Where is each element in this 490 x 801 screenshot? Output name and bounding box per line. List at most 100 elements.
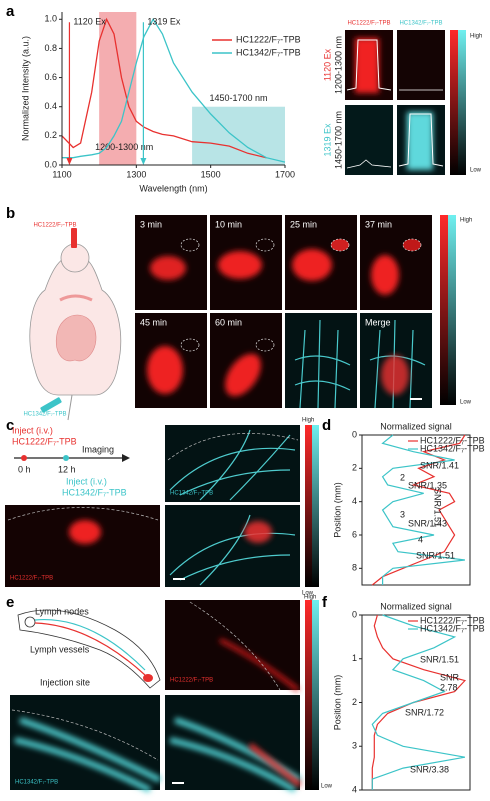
timeline-label: 12 h (58, 464, 76, 474)
excitation-label: 1120 Ex (73, 17, 106, 27)
diagram-label: Injection site (40, 677, 90, 687)
band (192, 106, 285, 165)
x-tick-label: 1100 (52, 169, 71, 179)
panel-label: e (6, 594, 14, 611)
legend-label: HC1342/F₇-TPB (236, 47, 301, 57)
frame-label: Merge (365, 317, 391, 327)
column-label: HC1222/F₇-TPB (347, 21, 390, 27)
frame-label: 37 min (365, 219, 392, 229)
mouse-label: HC1222/F₇-TPB (33, 223, 76, 229)
frame-label: 3 min (140, 219, 162, 229)
annotation: SNR/1.41 (420, 460, 459, 470)
y-tick-label: 6 (352, 529, 357, 539)
row-label: 1120 Ex (322, 48, 332, 81)
row-label: 1450-1700 nm (333, 111, 343, 169)
frame-label: 10 min (215, 219, 242, 229)
series-line (61, 17, 267, 159)
legend-label: HC1342/F₇-TPB (420, 623, 485, 633)
y-tick-label: 0.8 (44, 43, 57, 53)
series-line (371, 614, 466, 790)
colorbar-label: High (304, 595, 316, 601)
band-label: 1450-1700 nm (210, 93, 268, 103)
x-tick-label: 1500 (201, 169, 221, 179)
frame-label: 25 min (290, 219, 317, 229)
legend-label: HC1222/F₇-TPB (420, 615, 485, 625)
panel-label: d (322, 417, 331, 434)
timeline-label: HC1222/F₇-TPB (12, 436, 77, 446)
annotation: SNR/1.51 (416, 550, 455, 560)
colorbar-label: Low (460, 400, 472, 406)
annotation: SNR/1.51 (420, 654, 459, 664)
lymph-diagram (17, 609, 161, 689)
row-label: 1319 Ex (322, 123, 332, 157)
series-line (62, 18, 286, 163)
x-tick-label: 1700 (275, 169, 295, 179)
column-label: HC1342/F₇-TPB (399, 21, 442, 27)
panel-label: c (6, 417, 14, 434)
y-tick-label: 0 (352, 429, 357, 439)
y-tick-label: 0 (352, 609, 357, 619)
series-line (381, 434, 465, 585)
mouse-illustration (29, 228, 122, 421)
colorbar-label: High (470, 34, 482, 40)
y-tick-label: 2 (352, 463, 357, 473)
annotation: SNR/1.51 (433, 488, 443, 527)
panel-a-images (345, 30, 466, 175)
timeline-label: Inject (i.v.) (12, 425, 53, 435)
annotation: 4 (418, 534, 423, 544)
image-label: HC1342/F₇-TPB (15, 780, 58, 786)
diagram-label: Lymph vessels (30, 644, 90, 654)
y-tick-label: 0.2 (44, 130, 57, 140)
annotation: SNR (440, 672, 460, 682)
annotation: SNR/1.35 (408, 480, 447, 490)
colorbar-label: Low (302, 591, 314, 597)
legend-label: HC1222/F₇-TPB (236, 34, 301, 44)
annotation: SNR/3.38 (410, 764, 449, 774)
y-axis-label: Position (mm) (332, 482, 342, 538)
colorbar-label: High (302, 418, 314, 424)
annotation: 2.78 (440, 682, 458, 692)
colorbar-label: Low (470, 168, 482, 174)
timeline-label: HC1342/F₇-TPB (62, 487, 127, 497)
y-tick-label: 4 (352, 784, 357, 794)
series-line (371, 434, 466, 586)
panel-e-images (10, 600, 319, 793)
x-axis-label: Wavelength (nm) (139, 183, 207, 193)
y-tick-label: 3 (352, 741, 357, 751)
excitation-label: 1319 Ex (147, 17, 181, 27)
panel-label: f (322, 594, 328, 611)
timeline-label: Inject (i.v.) (66, 476, 107, 486)
row-label: 1200-1300 nm (333, 36, 343, 94)
arrow-head (66, 158, 73, 165)
y-tick-label: 0.4 (44, 101, 57, 111)
mouse-label: HC1342/F₇-TPB (23, 412, 66, 418)
image-label: HC1222/F₇-TPB (170, 678, 213, 684)
frame-label: 45 min (140, 317, 167, 327)
legend-label: HC1342/F₇-TPB (420, 443, 485, 453)
annotation: SNR/1.43 (408, 518, 447, 528)
y-tick-label: 2 (352, 697, 357, 707)
colorbar-label: High (460, 218, 472, 224)
y-tick-label: 0.0 (44, 159, 57, 169)
y-tick-label: 4 (352, 496, 357, 506)
band-label: 1200-1300 nm (95, 142, 153, 152)
annotation: 2 (400, 472, 405, 482)
y-tick-label: 8 (352, 563, 357, 573)
timeline (14, 454, 130, 462)
legend-label: HC1222/F₇-TPB (420, 435, 485, 445)
panel-b-images (135, 215, 456, 409)
image-label: HC1222/F₇-TPB (10, 576, 53, 582)
plot-frame (361, 434, 471, 586)
y-axis-label: Position (mm) (332, 675, 342, 731)
arrow-head (140, 158, 147, 165)
frame-label: 60 min (215, 317, 242, 327)
chart-title: Normalized signal (380, 601, 452, 611)
colorbar-label: Low (321, 784, 333, 790)
panel-label: a (6, 3, 15, 20)
diagram-label: Lymph nodes (35, 606, 89, 616)
panel-c-images (5, 425, 319, 587)
chart-title: Normalized signal (380, 421, 452, 431)
y-axis-label: Normalized Intensity (a.u.) (20, 36, 30, 141)
timeline-label: 0 h (18, 464, 31, 474)
